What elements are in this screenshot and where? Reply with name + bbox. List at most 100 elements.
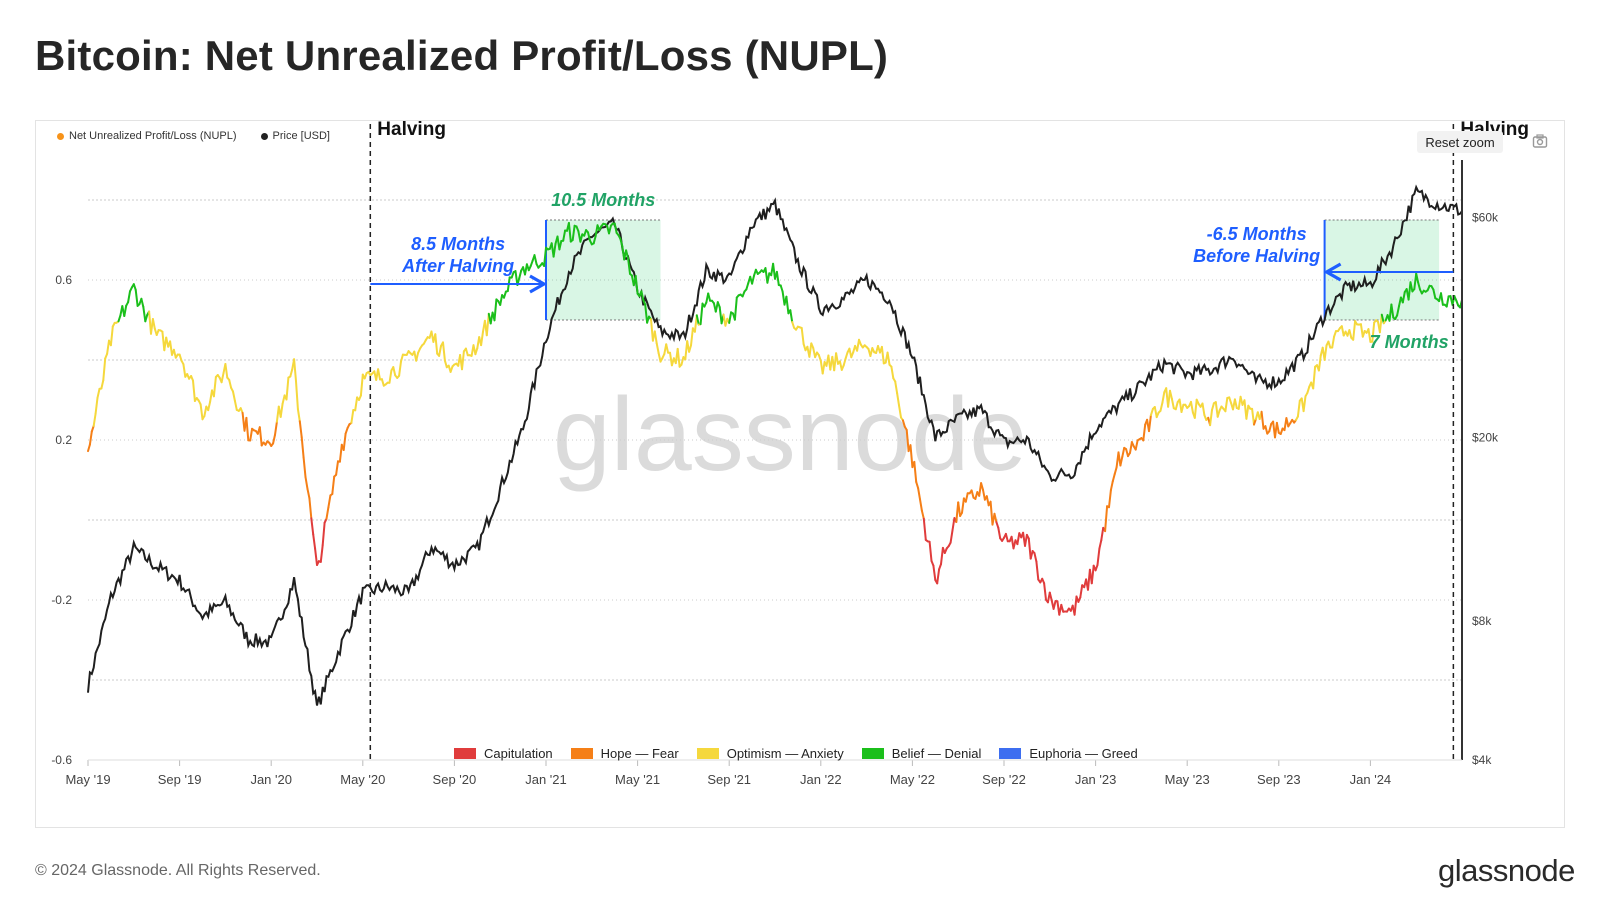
nupl-segment: [571, 224, 576, 241]
nupl-segment: [817, 354, 822, 362]
nupl-segment: [88, 430, 93, 446]
nupl-segment: [1211, 402, 1215, 411]
nupl-segment: [640, 290, 645, 301]
nupl-segment: [1214, 401, 1219, 418]
glassnode-logo[interactable]: glassnode: [1438, 853, 1575, 888]
nupl-segment: [182, 363, 187, 378]
nupl-segment: [808, 342, 813, 358]
nupl-segment: [894, 380, 899, 395]
copyright-text: © 2024 Glassnode. All Rights Reserved.: [35, 862, 321, 879]
zone-label-hope-fear: Hope — Fear: [600, 746, 679, 761]
nupl-segment: [100, 379, 105, 390]
nupl-segment: [791, 321, 796, 329]
nupl-segment: [842, 357, 847, 367]
nupl-segment: [400, 353, 404, 363]
nupl-segment: [295, 380, 299, 411]
nupl-segment: [1035, 560, 1040, 581]
legend-item-price[interactable]: Price [USD]: [260, 130, 330, 142]
nupl-segment: [964, 492, 969, 503]
nupl-segment: [1409, 281, 1414, 293]
zone-legend-belief-denial[interactable]: Belief — Denial: [861, 746, 981, 761]
nupl-segment: [913, 460, 918, 483]
nupl-segment: [844, 351, 849, 360]
zone-legend-hope-fear[interactable]: Hope — Fear: [570, 746, 679, 761]
nupl-segment: [1100, 526, 1105, 542]
x-tick-label: Sep '23: [1257, 772, 1301, 787]
legend-item-nupl[interactable]: Net Unrealized Profit/Loss (NUPL): [57, 130, 237, 142]
nupl-segment: [233, 399, 238, 411]
nupl-segment: [1161, 391, 1166, 404]
nupl-segment: [245, 416, 250, 442]
watermark: glassnode: [553, 377, 1027, 493]
nupl-segment: [438, 345, 442, 357]
nupl-segment: [886, 351, 891, 366]
x-tick-label: Sep '22: [982, 772, 1026, 787]
nupl-segment: [106, 339, 110, 355]
camera-icon[interactable]: [1532, 133, 1548, 149]
nupl-segment: [608, 224, 612, 235]
zone-legend-optimism-anxiety[interactable]: Optimism — Anxiety: [696, 746, 844, 761]
nupl-segment: [272, 433, 276, 445]
zone-legend-euphoria-greed[interactable]: Euphoria — Greed: [999, 746, 1138, 761]
nupl-segment: [1260, 410, 1265, 430]
y-right-tick-label: $4k: [1472, 753, 1492, 767]
nupl-segment: [980, 482, 984, 491]
nupl-segment: [779, 284, 784, 293]
nupl-segment: [1275, 421, 1280, 434]
nupl-segment: [274, 420, 278, 436]
nupl-segment: [533, 254, 538, 265]
nupl-segment: [680, 356, 685, 366]
nupl-segment: [1174, 401, 1179, 411]
nupl-segment: [650, 318, 654, 342]
nupl-segment: [751, 274, 755, 285]
nupl-segment: [392, 366, 397, 377]
nupl-segment: [1348, 329, 1353, 339]
nupl-segment: [1327, 340, 1332, 349]
nupl-segment: [1302, 395, 1307, 413]
nupl-segment: [644, 303, 649, 324]
nupl-segment: [785, 295, 790, 315]
x-tick-label: May '22: [890, 772, 935, 787]
nupl-segment: [922, 517, 927, 541]
top-legend: Net Unrealized Profit/Loss (NUPL) Price …: [57, 130, 330, 142]
nupl-segment: [1090, 564, 1095, 585]
nupl-segment: [558, 240, 563, 251]
nupl-segment: [1306, 385, 1311, 394]
swatch-hope-fear: [570, 748, 593, 759]
nupl-segment: [249, 427, 254, 442]
nupl-segment: [920, 509, 925, 520]
nupl-segment: [298, 420, 303, 439]
nupl-segment: [1027, 537, 1032, 560]
nupl-segment: [102, 357, 107, 382]
swatch-belief-denial: [861, 748, 884, 759]
nupl-segment: [461, 350, 465, 371]
zone-legend-capitulation[interactable]: Capitulation: [454, 746, 553, 761]
nupl-segment: [464, 347, 469, 357]
nupl-segment: [919, 498, 923, 512]
nupl-segment: [1190, 400, 1194, 414]
nupl-segment: [905, 428, 910, 453]
nupl-segment: [775, 270, 780, 286]
y-left-tick-label: 0.6: [55, 273, 72, 287]
highlight-bands: [545, 219, 1440, 321]
page-title: Bitcoin: Net Unrealized Profit/Loss (NUP…: [35, 32, 889, 79]
nupl-segment: [109, 325, 114, 347]
nupl-segment: [398, 360, 402, 377]
grid-lines: [88, 199, 1462, 681]
nupl-segment: [123, 304, 128, 317]
nupl-segment: [1159, 401, 1164, 412]
nupl-segment: [258, 426, 263, 447]
nupl-segment: [442, 341, 446, 362]
nupl-segment: [1352, 320, 1357, 341]
nupl-segment: [228, 378, 233, 389]
arrow-label-line1: 8.5 Months: [411, 234, 505, 254]
band-duration-label: 10.5 Months: [551, 190, 655, 210]
nupl-segment: [676, 347, 681, 368]
zone-label-capitulation: Capitulation: [484, 746, 553, 761]
nupl-segment: [1201, 402, 1206, 417]
reset-zoom-button[interactable]: Reset zoom: [1417, 131, 1503, 153]
arrow-label-line2: Before Halving: [1193, 246, 1320, 266]
swatch-capitulation: [454, 748, 476, 759]
nupl-segment: [1134, 439, 1139, 451]
